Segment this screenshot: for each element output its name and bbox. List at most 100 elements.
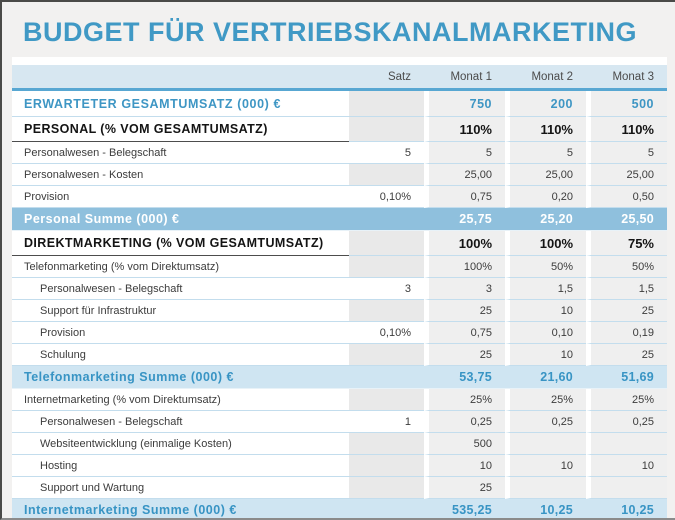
monat-2-cell[interactable]: 10 [505, 455, 586, 477]
satz-cell[interactable] [349, 231, 424, 256]
monat-2-cell[interactable]: 50% [505, 256, 586, 278]
monat-1-cell[interactable]: 25,75 [424, 208, 505, 231]
monat-3-cell[interactable]: 0,19 [586, 322, 667, 344]
monat-3-cell[interactable]: 25 [586, 300, 667, 322]
monat-1-cell[interactable]: 535,25 [424, 499, 505, 518]
row-label-cell[interactable]: Internetmarketing (% vom Direktumsatz) [12, 389, 349, 411]
satz-cell[interactable]: 0,10% [349, 322, 424, 344]
row-label-cell[interactable]: Personal Summe (000) € [12, 208, 349, 231]
row-label-cell[interactable]: DIREKTMARKETING (% VOM GESAMTUMSATZ) [12, 231, 349, 256]
monat-1-cell[interactable]: 0,75 [424, 186, 505, 208]
monat-3-cell[interactable]: 50% [586, 256, 667, 278]
satz-cell[interactable] [349, 366, 424, 389]
monat-1-cell[interactable]: 5 [424, 142, 505, 164]
monat-1-cell[interactable]: 25 [424, 344, 505, 366]
monat-3-cell[interactable]: 500 [586, 91, 667, 117]
monat-2-cell[interactable]: 0,20 [505, 186, 586, 208]
monat-1-cell[interactable]: 53,75 [424, 366, 505, 389]
monat-2-cell[interactable]: 21,60 [505, 366, 586, 389]
monat-3-cell[interactable]: 10,25 [586, 499, 667, 518]
monat-2-cell[interactable]: 0,25 [505, 411, 586, 433]
satz-cell[interactable] [349, 256, 424, 278]
satz-cell[interactable] [349, 117, 424, 142]
satz-cell[interactable] [349, 389, 424, 411]
satz-cell[interactable] [349, 300, 424, 322]
satz-cell[interactable]: 3 [349, 278, 424, 300]
monat-2-cell[interactable]: 200 [505, 91, 586, 117]
monat-1-cell[interactable]: 25% [424, 389, 505, 411]
column-header-monat-1[interactable]: Monat 1 [424, 65, 505, 91]
monat-2-cell[interactable] [505, 433, 586, 455]
monat-1-cell[interactable]: 110% [424, 117, 505, 142]
row-label-cell[interactable]: Provision [12, 186, 349, 208]
row-label-cell[interactable]: Personalwesen - Belegschaft [12, 142, 349, 164]
monat-2-cell[interactable]: 10,25 [505, 499, 586, 518]
satz-cell[interactable]: 5 [349, 142, 424, 164]
row-label-cell[interactable]: Websiteentwicklung (einmalige Kosten) [12, 433, 349, 455]
row-label-cell[interactable]: Telefonmarketing Summe (000) € [12, 366, 349, 389]
row-label-cell[interactable]: Personalwesen - Belegschaft [12, 411, 349, 433]
monat-1-cell[interactable]: 0,75 [424, 322, 505, 344]
satz-cell[interactable] [349, 91, 424, 117]
monat-3-cell[interactable] [586, 433, 667, 455]
satz-cell[interactable] [349, 499, 424, 518]
monat-3-cell[interactable]: 75% [586, 231, 667, 256]
satz-cell[interactable]: 0,10% [349, 186, 424, 208]
monat-2-cell[interactable]: 0,10 [505, 322, 586, 344]
row-label-cell[interactable]: Telefonmarketing (% vom Direktumsatz) [12, 256, 349, 278]
satz-cell[interactable] [349, 433, 424, 455]
row-label-cell[interactable]: Support für Infrastruktur [12, 300, 349, 322]
satz-cell[interactable] [349, 208, 424, 231]
monat-2-cell[interactable]: 100% [505, 231, 586, 256]
monat-2-cell[interactable]: 1,5 [505, 278, 586, 300]
monat-2-cell[interactable]: 5 [505, 142, 586, 164]
monat-1-cell[interactable]: 100% [424, 256, 505, 278]
satz-cell[interactable] [349, 164, 424, 186]
satz-cell[interactable] [349, 477, 424, 499]
monat-3-cell[interactable]: 0,50 [586, 186, 667, 208]
row-label-cell[interactable]: ERWARTETER GESAMTUMSATZ (000) € [12, 91, 349, 117]
row-label-cell[interactable]: Provision [12, 322, 349, 344]
row-label-cell[interactable]: PERSONAL (% VOM GESAMTUMSATZ) [12, 117, 349, 142]
row-label-cell[interactable]: Personalwesen - Belegschaft [12, 278, 349, 300]
satz-cell[interactable] [349, 344, 424, 366]
monat-3-cell[interactable]: 10 [586, 455, 667, 477]
column-header-monat-2[interactable]: Monat 2 [505, 65, 586, 91]
monat-3-cell[interactable] [586, 477, 667, 499]
monat-1-cell[interactable]: 25 [424, 300, 505, 322]
monat-1-cell[interactable]: 3 [424, 278, 505, 300]
row-label-cell[interactable]: Personalwesen - Kosten [12, 164, 349, 186]
monat-3-cell[interactable]: 25 [586, 344, 667, 366]
monat-1-cell[interactable]: 750 [424, 91, 505, 117]
monat-2-cell[interactable]: 10 [505, 300, 586, 322]
monat-3-cell[interactable]: 25% [586, 389, 667, 411]
row-label-cell[interactable]: Schulung [12, 344, 349, 366]
row-label-cell[interactable]: Support und Wartung [12, 477, 349, 499]
satz-cell[interactable] [349, 455, 424, 477]
monat-2-cell[interactable]: 10 [505, 344, 586, 366]
monat-3-cell[interactable]: 25,50 [586, 208, 667, 231]
satz-cell[interactable]: 1 [349, 411, 424, 433]
row-label-cell[interactable]: Internetmarketing Summe (000) € [12, 499, 349, 518]
monat-3-cell[interactable]: 25,00 [586, 164, 667, 186]
column-header-satz[interactable]: Satz [349, 65, 424, 91]
monat-3-cell[interactable]: 110% [586, 117, 667, 142]
monat-2-cell[interactable] [505, 477, 586, 499]
monat-2-cell[interactable]: 110% [505, 117, 586, 142]
row-label-cell[interactable]: Hosting [12, 455, 349, 477]
column-header-monat-3[interactable]: Monat 3 [586, 65, 667, 91]
table-row: DIREKTMARKETING (% VOM GESAMTUMSATZ) 100… [12, 231, 667, 256]
monat-1-cell[interactable]: 100% [424, 231, 505, 256]
monat-2-cell[interactable]: 25% [505, 389, 586, 411]
monat-2-cell[interactable]: 25,20 [505, 208, 586, 231]
monat-1-cell[interactable]: 0,25 [424, 411, 505, 433]
monat-1-cell[interactable]: 25,00 [424, 164, 505, 186]
monat-3-cell[interactable]: 5 [586, 142, 667, 164]
monat-1-cell[interactable]: 500 [424, 433, 505, 455]
monat-3-cell[interactable]: 51,69 [586, 366, 667, 389]
monat-3-cell[interactable]: 1,5 [586, 278, 667, 300]
monat-1-cell[interactable]: 10 [424, 455, 505, 477]
monat-1-cell[interactable]: 25 [424, 477, 505, 499]
monat-3-cell[interactable]: 0,25 [586, 411, 667, 433]
monat-2-cell[interactable]: 25,00 [505, 164, 586, 186]
